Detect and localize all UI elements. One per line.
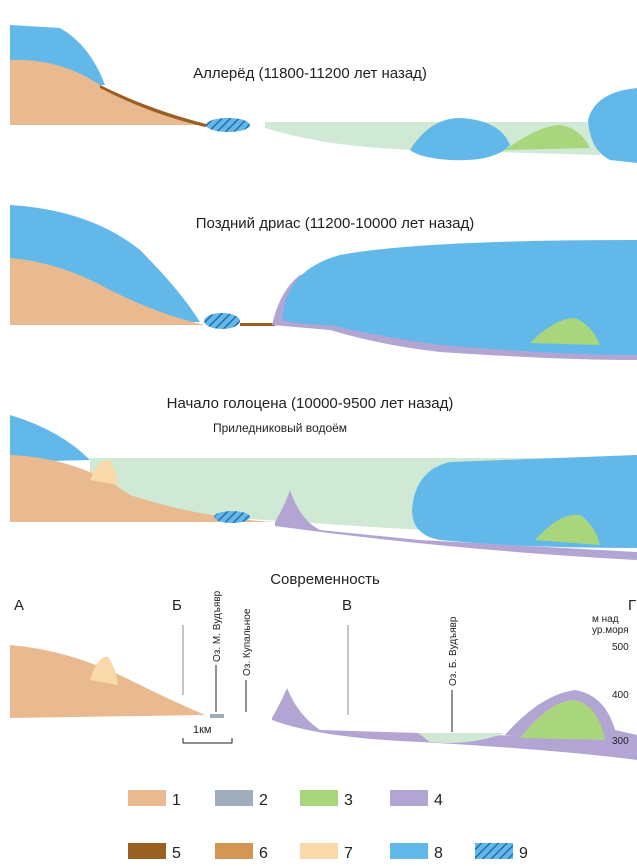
panel-title: Современность [270,571,380,588]
elevation-unit: м над [592,614,619,625]
lake-hatched [206,118,250,132]
section-point: В [342,597,352,614]
legend-label: 8 [434,845,443,862]
elevation-unit: ур.моря [592,625,629,636]
ice [412,455,637,548]
legend-label: 9 [519,845,528,862]
elevation-tick: 400 [612,690,629,701]
legend-swatch [475,843,513,859]
legend-swatch [300,843,338,859]
legend-label: 6 [259,845,268,862]
legend-swatch [215,790,253,806]
diagram: Аллерёд (11800-11200 лет назад) Поздний … [0,0,637,866]
scale-label: 1км [193,724,212,736]
legend-swatch [128,843,166,859]
legend-label: 4 [434,792,443,809]
elevation-tick: 500 [612,642,629,653]
panel-2: Поздний дриас (11200-10000 лет назад) [10,205,637,360]
panel-title: Поздний дриас (11200-10000 лет назад) [196,215,474,232]
legend-label: 1 [172,792,181,809]
panel-title: Начало голоцена (10000-9500 лет назад) [167,395,454,412]
lake-hatched [214,511,250,523]
legend-label: 2 [259,792,268,809]
legend-swatch [390,843,428,859]
lake-hatched [204,313,240,329]
section-point: А [14,597,24,614]
panel-1: Аллерёд (11800-11200 лет назад) [10,25,637,163]
section-point: Г [628,597,636,614]
legend-swatch [390,790,428,806]
lake-sediment [240,323,275,326]
legend: 1 2 3 4 5 6 7 8 9 [128,790,528,862]
elevation-tick: 300 [612,736,629,747]
lake-label: Оз. Б. Вудъявр [448,616,459,686]
legend-label: 7 [344,845,353,862]
lake-label: Оз. М. Вудъявр [212,590,223,662]
panel-3: Начало голоцена (10000-9500 лет назад) П… [10,395,637,560]
lake-label: Оз. Купальное [242,608,253,676]
scale-bar [183,738,232,743]
ice [10,415,90,462]
legend-label: 3 [344,792,353,809]
section-point: Б [172,597,182,614]
legend-swatch [128,790,166,806]
legend-label: 5 [172,845,181,862]
panel-4: Современность А Б В Г Оз. М. Вудъявр Оз.… [10,571,637,760]
legend-swatch [300,790,338,806]
legend-swatch [215,843,253,859]
panel-title: Аллерёд (11800-11200 лет назад) [193,65,427,82]
panel-note: Приледниковый водоём [213,421,347,435]
lake [210,714,224,718]
